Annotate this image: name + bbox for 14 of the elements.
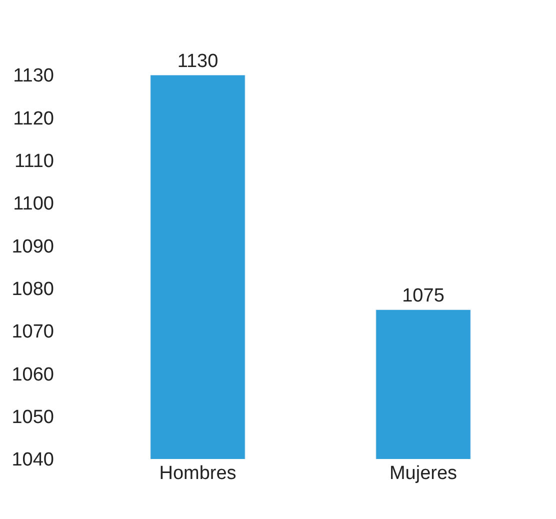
y-tick-label: 1050 [12, 406, 54, 428]
y-tick-label: 1100 [13, 194, 54, 215]
y-tick-label: 1080 [12, 278, 54, 300]
y-tick-label: 1070 [12, 322, 54, 343]
y-tick-label: 1040 [12, 450, 54, 471]
y-tick-label: 1110 [14, 150, 54, 172]
y-tick-label: 1090 [12, 236, 54, 258]
y-tick-label: 1060 [12, 364, 54, 386]
x-tick-label: Mujeres [389, 463, 458, 484]
data-label: 1075 [402, 286, 444, 307]
x-tick-label: Hombres [159, 463, 236, 484]
y-tick-label: 1130 [13, 66, 54, 87]
y-tick-label: 1120 [13, 108, 54, 130]
data-label: 1130 [177, 51, 218, 72]
